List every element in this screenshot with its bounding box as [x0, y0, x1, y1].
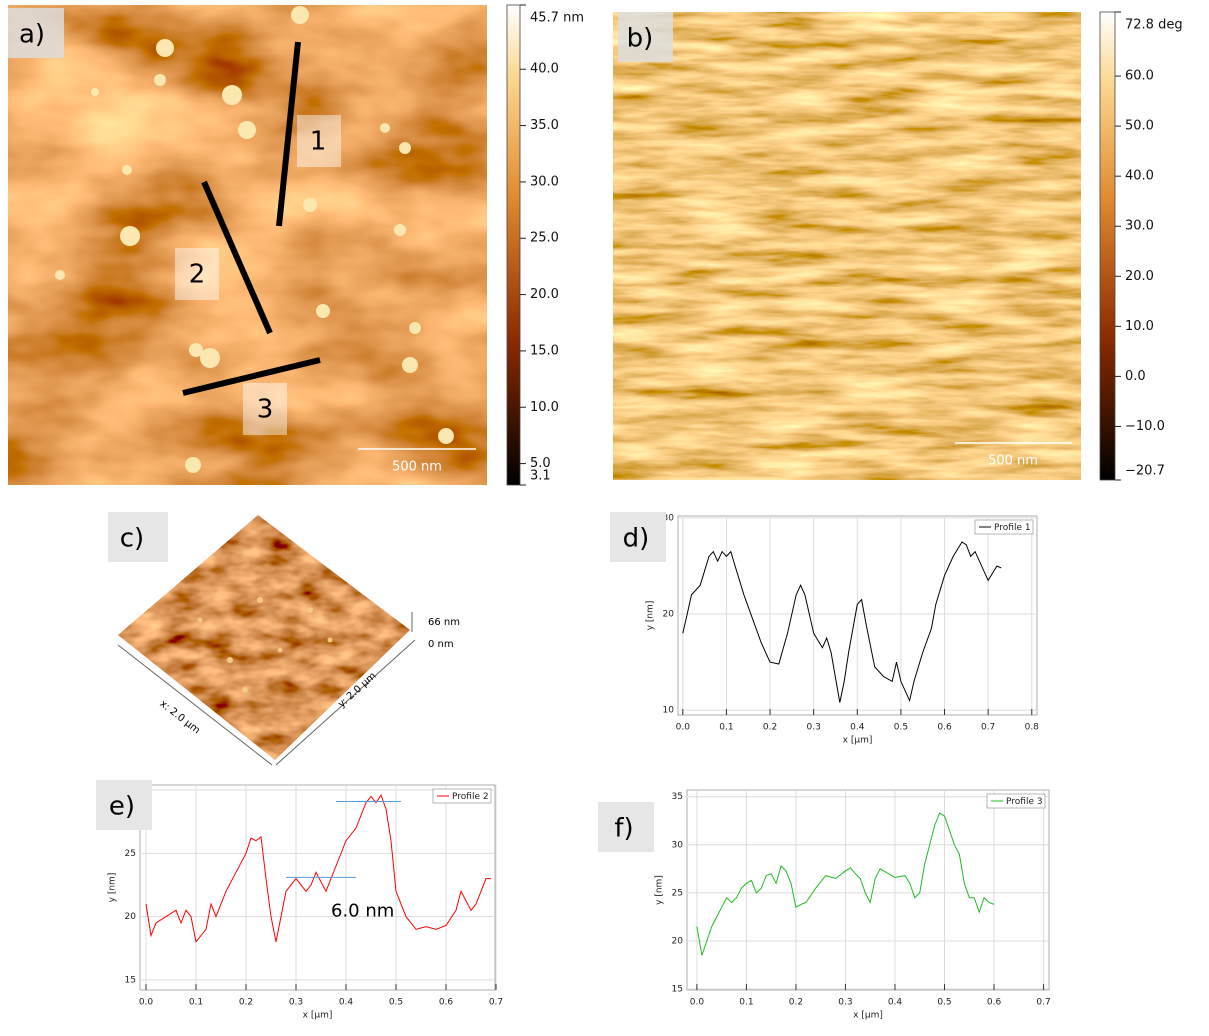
x-tick-label: 0.4: [339, 998, 354, 1008]
line-label: 1: [310, 127, 327, 157]
x-tick-label: 0.1: [719, 723, 733, 733]
y-tick-label: 25: [125, 849, 136, 859]
legend-label: Profile 3: [1006, 797, 1043, 807]
colorbar-label: 40.0: [1125, 169, 1154, 184]
colorbar-label: 30.0: [1125, 219, 1154, 234]
x-tick-label: 0.6: [937, 723, 952, 733]
colorbar-label: 10.0: [1125, 319, 1154, 334]
phase-image: [613, 12, 1081, 480]
z-label: 0 nm: [428, 639, 454, 650]
y-axis-label: y [nm]: [655, 875, 665, 905]
colorbar-label: 45.7 nm: [530, 11, 584, 26]
x-axis-label: x [µm]: [843, 736, 873, 746]
scale-bar-label: 500 nm: [392, 460, 442, 475]
x-tick-label: 0.3: [838, 998, 852, 1008]
panel-label: c): [120, 524, 144, 554]
x-tick-label: 0.7: [1036, 998, 1050, 1008]
panel-label: f): [614, 814, 633, 844]
y-axis-label: y [nm]: [646, 601, 656, 631]
y-tick-label: 15: [672, 985, 683, 995]
x-tick-label: 0.1: [739, 998, 753, 1008]
x-tick-label: 0.7: [489, 998, 503, 1008]
colorbar: [507, 5, 520, 485]
colorbar-label: 40.0: [530, 62, 559, 77]
x-tick-label: 0.0: [676, 723, 691, 733]
scale-bar-label: 500 nm: [988, 454, 1038, 469]
y-tick-label: 10: [663, 706, 675, 716]
colorbar-label: 15.0: [530, 343, 559, 358]
x-tick-label: 0.7: [981, 723, 995, 733]
x-tick-label: 0.1: [189, 998, 203, 1008]
x-tick-label: 0.2: [239, 998, 253, 1008]
x-tick-label: 0.4: [888, 998, 903, 1008]
colorbar-label: −10.0: [1125, 419, 1165, 434]
x-tick-label: 0.4: [850, 723, 865, 733]
colorbar-label: 20.0: [1125, 269, 1154, 284]
colorbar-label: 10.0: [530, 400, 559, 415]
panel-label: a): [19, 20, 45, 50]
x-tick-label: 0.0: [139, 998, 154, 1008]
z-label: 66 nm: [428, 617, 460, 628]
panel-label: e): [109, 792, 135, 822]
x-tick-label: 0.8: [1025, 723, 1040, 733]
plot-frame: [687, 790, 1049, 990]
plot-frame: [140, 785, 495, 990]
y-tick-label: 15: [125, 975, 136, 985]
panel-label: d): [623, 524, 650, 554]
x-tick-label: 0.6: [987, 998, 1002, 1008]
y-tick-label: 20: [125, 912, 137, 922]
colorbar-label: 60.0: [1125, 69, 1154, 84]
colorbar-label: 72.8 deg: [1125, 18, 1183, 33]
colorbar: [1100, 12, 1115, 480]
y-tick-label: 35: [672, 792, 683, 802]
x-axis-label: x [µm]: [303, 1011, 333, 1021]
y-tick-label: 25: [672, 888, 683, 898]
x-tick-label: 0.5: [894, 723, 908, 733]
colorbar-label: −20.7: [1125, 464, 1165, 479]
colorbar-label: 35.0: [530, 118, 559, 133]
x-tick-label: 0.5: [389, 998, 403, 1008]
y-tick-label: 20: [663, 610, 675, 620]
x-tick-label: 0.3: [289, 998, 303, 1008]
colorbar-label: 3.1: [530, 469, 551, 484]
line-label: 2: [189, 260, 206, 290]
x-label-3d: x: 2.0 µm: [158, 698, 202, 736]
y-tick-label: 20: [672, 936, 684, 946]
y-axis-label: y [nm]: [108, 873, 118, 903]
x-tick-label: 0.0: [690, 998, 705, 1008]
colorbar-label: 25.0: [530, 231, 559, 246]
legend-label: Profile 1: [994, 523, 1031, 533]
figure: 1 2 3 500 nm a) 500 nm b) 66 nm 0 nm x: …: [0, 0, 1209, 1036]
line-label: 3: [257, 395, 274, 425]
x-tick-label: 0.2: [789, 998, 803, 1008]
x-tick-label: 0.5: [937, 998, 951, 1008]
panel-label: b): [627, 24, 654, 54]
annotation: 6.0 nm: [331, 900, 394, 921]
y-tick-label: 30: [672, 840, 684, 850]
x-tick-label: 0.6: [439, 998, 454, 1008]
colorbar-label: 30.0: [530, 174, 559, 189]
x-axis-label: x [µm]: [853, 1011, 883, 1021]
x-tick-label: 0.3: [806, 723, 820, 733]
colorbar-label: 0.0: [1125, 369, 1146, 384]
legend-label: Profile 2: [452, 792, 489, 802]
colorbar-label: 20.0: [530, 287, 559, 302]
colorbar-label: 50.0: [1125, 119, 1154, 134]
x-tick-label: 0.2: [763, 723, 777, 733]
